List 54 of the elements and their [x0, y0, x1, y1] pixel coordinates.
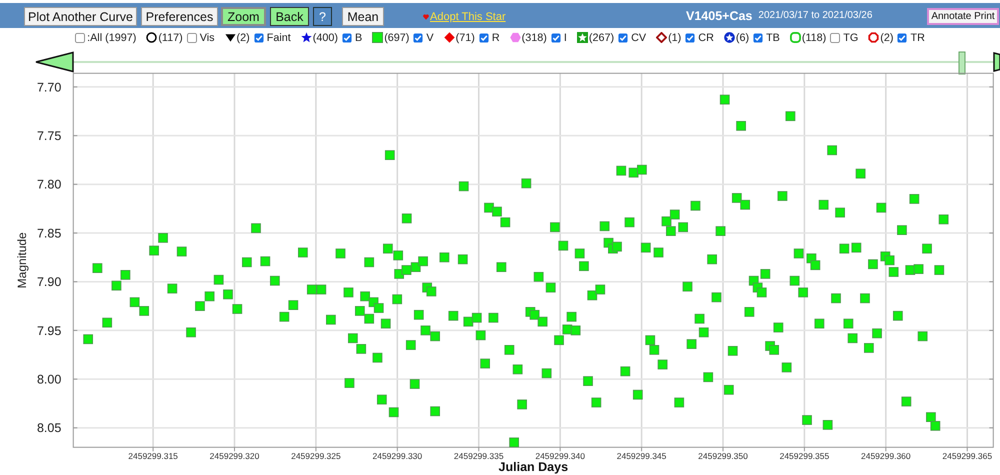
x-tick-label: 2459299.325: [291, 451, 342, 461]
text: (6): [736, 32, 750, 44]
text: (2): [236, 32, 250, 44]
text: (267): [588, 32, 614, 44]
button: Back: [270, 7, 309, 26]
text: (118): [802, 32, 826, 44]
x-tick-label: 2459299.360: [861, 451, 911, 461]
text: :All (1997): [87, 32, 136, 44]
text: (2): [880, 32, 894, 44]
text: R: [492, 32, 500, 44]
button: Annotate Print: [927, 8, 999, 25]
x-tick-label: 2459299.335: [454, 451, 504, 461]
chart-title: V1405+Cas: [686, 8, 752, 22]
button: Preferences: [141, 7, 218, 26]
y-axis-title: Magnitude: [15, 232, 29, 288]
text: CV: [631, 32, 646, 44]
x-tick-label: 2459299.315: [128, 451, 178, 461]
y-tick-label: 7.95: [36, 324, 62, 338]
y-tick-label: 7.85: [36, 226, 62, 240]
text: (117): [158, 32, 183, 44]
x-tick-label: 2459299.340: [535, 451, 586, 461]
x-tick-label: 2459299.365: [942, 451, 992, 461]
y-tick-label: 7.80: [36, 178, 62, 192]
text: Faint: [266, 32, 291, 44]
x-axis-title: Julian Days: [498, 460, 568, 474]
text: Adopt This Star: [430, 10, 506, 22]
y-tick-label: 7.90: [36, 275, 62, 290]
text: B: [354, 32, 362, 44]
y-tick-label: 8.00: [36, 372, 62, 386]
x-tick-label: 2459299.350: [698, 451, 748, 461]
button: Mean: [342, 7, 384, 26]
button: Zoom: [221, 7, 266, 26]
text: Vis: [200, 32, 215, 44]
chart-subtitle: 2021/03/17 to 2021/03/26: [758, 10, 872, 21]
y-tick-label: 7.70: [36, 80, 62, 94]
x-tick-label: 2459299.355: [780, 451, 830, 461]
x-tick-label: 2459299.330: [372, 451, 422, 461]
text: TB: [766, 32, 780, 44]
text: (697): [384, 32, 410, 44]
x-tick-label: 2459299.320: [210, 451, 260, 461]
button: Plot Another Curve: [24, 7, 137, 26]
text: I: [564, 32, 567, 44]
text: V: [426, 32, 434, 44]
button: ?: [313, 7, 332, 26]
text: (400): [312, 32, 338, 44]
y-tick-label: 8.05: [36, 421, 62, 436]
text: TR: [910, 32, 925, 44]
text: (1): [668, 32, 682, 44]
y-tick-label: 7.75: [36, 129, 62, 144]
text: (71): [456, 32, 475, 44]
x-tick-label: 2459299.345: [616, 451, 667, 461]
text: TG: [843, 32, 858, 44]
text: (318): [522, 32, 547, 44]
text: CR: [698, 32, 714, 44]
